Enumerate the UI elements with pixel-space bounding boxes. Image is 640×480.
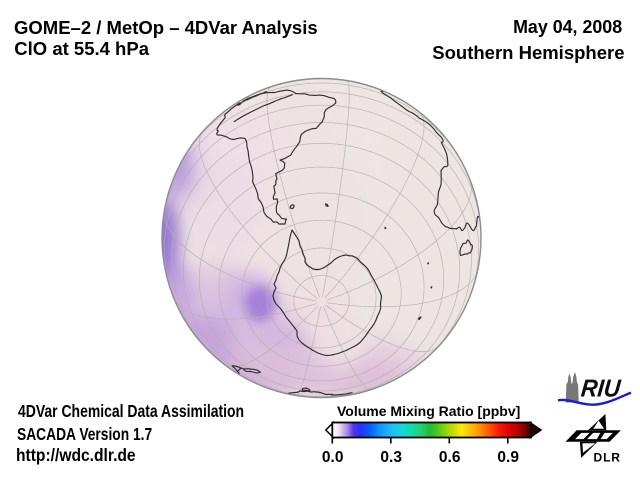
svg-text:DLR: DLR [594, 451, 621, 465]
